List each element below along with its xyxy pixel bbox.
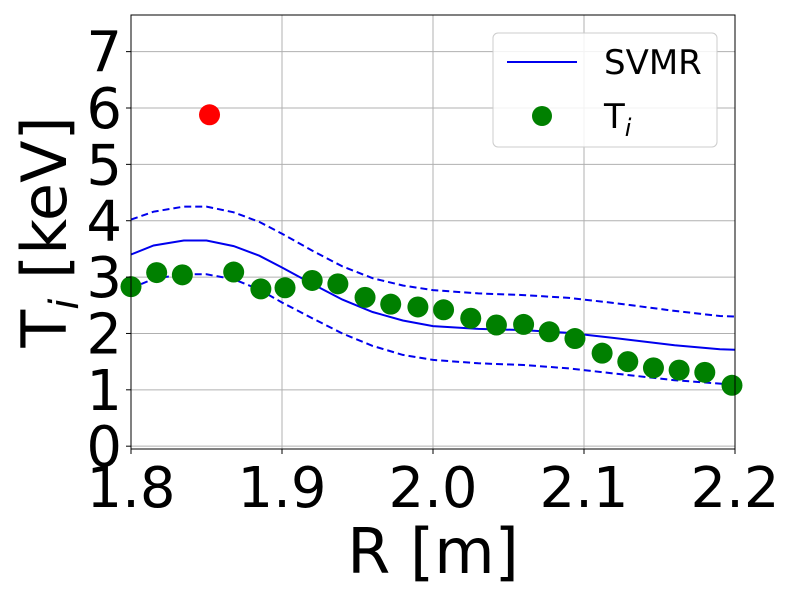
x-tick-label: 1.9 <box>237 456 326 521</box>
data-point-t-i <box>407 296 429 318</box>
data-point-t-i <box>460 307 482 329</box>
y-tick-label: 0 <box>86 415 122 480</box>
series-line-upper-bound <box>130 205 736 318</box>
x-tick-label: 2.1 <box>539 456 628 521</box>
y-axis-label-main: T <box>8 309 81 349</box>
y-tick-label: 6 <box>86 77 122 142</box>
data-point-t-i <box>223 261 245 283</box>
y-tick-label: 7 <box>86 21 122 86</box>
data-point-t-i <box>617 351 639 373</box>
data-point-t-i <box>538 321 560 343</box>
y-tick-label: 2 <box>86 302 122 367</box>
data-point-t-i <box>146 262 168 284</box>
series-line-lower-bound <box>130 273 736 386</box>
legend-label-ti-sub: i <box>625 114 632 142</box>
y-tick-label: 4 <box>86 190 122 255</box>
y-tick-label: 3 <box>86 246 122 311</box>
y-tick-label: 5 <box>86 133 122 198</box>
data-point-t-i <box>485 314 507 336</box>
data-point-t-i <box>433 299 455 321</box>
data-point-t-i <box>327 273 349 295</box>
data-point-t-i <box>171 264 193 286</box>
data-point-t-i <box>301 269 323 291</box>
y-axis-label: Ti [keV] <box>8 116 88 348</box>
data-point-t-i <box>274 277 296 299</box>
data-point-t-i <box>694 361 716 383</box>
plot-clip-group <box>120 104 743 396</box>
data-point-outlier <box>199 104 221 126</box>
x-tick-label: 2.2 <box>690 456 779 521</box>
x-axis-label: R [m] <box>347 515 519 588</box>
legend-label-ti: Ti <box>603 97 632 142</box>
y-tick-label: 1 <box>86 359 122 424</box>
data-point-t-i <box>513 313 535 335</box>
y-axis-label-sub: i <box>42 299 88 310</box>
y-axis-label-unit: [keV] <box>8 116 81 298</box>
data-point-t-i <box>564 328 586 350</box>
legend-marker-swatch <box>532 106 552 126</box>
legend-label-svmr: SVMR <box>604 43 702 83</box>
data-point-t-i <box>354 286 376 308</box>
x-tick-label: 2.0 <box>388 456 477 521</box>
data-point-t-i <box>380 293 402 315</box>
series-line-svmr <box>130 239 736 351</box>
data-point-t-i <box>250 278 272 300</box>
legend: SVMR Ti <box>492 32 718 148</box>
data-point-t-i <box>642 357 664 379</box>
data-point-t-i <box>668 359 690 381</box>
legend-label-ti-main: T <box>603 97 625 137</box>
data-point-t-i <box>721 374 743 396</box>
x-tick-label: 1.8 <box>86 456 175 521</box>
data-point-t-i <box>591 342 613 364</box>
